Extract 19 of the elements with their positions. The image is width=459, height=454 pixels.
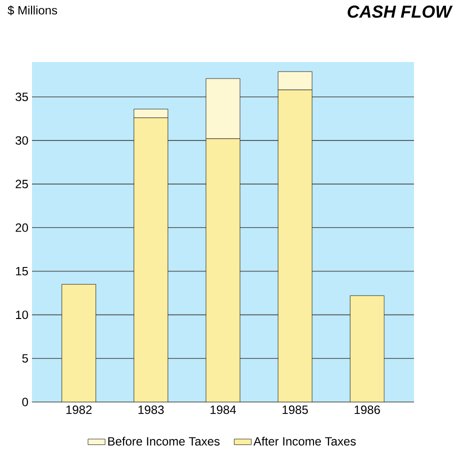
y-tick-label: 25 bbox=[16, 180, 28, 188]
y-tick-label: 20 bbox=[16, 223, 28, 232]
y-tick-label: 10 bbox=[16, 310, 28, 320]
y-tick-label: 5 bbox=[22, 354, 28, 363]
x-tick-label: 1986 bbox=[354, 406, 380, 414]
y-tick-label: 30 bbox=[16, 136, 28, 145]
chart-title: CASH FLOW bbox=[348, 6, 453, 18]
x-tick-label: 1982 bbox=[66, 406, 92, 414]
y-tick-label: 15 bbox=[16, 267, 28, 276]
x-tick-label: 1983 bbox=[138, 406, 164, 414]
legend-label: Before Income Taxes bbox=[108, 436, 220, 446]
bar bbox=[62, 284, 96, 402]
x-tick-label: 1985 bbox=[282, 406, 308, 414]
y-tick-label: 35 bbox=[16, 92, 28, 102]
legend-label: After Income Taxes bbox=[253, 436, 356, 446]
y-tick-label: 0 bbox=[22, 398, 28, 406]
bar bbox=[350, 295, 384, 402]
y-axis-title: $ Millions bbox=[8, 6, 58, 16]
x-tick-label: 1984 bbox=[210, 406, 236, 414]
